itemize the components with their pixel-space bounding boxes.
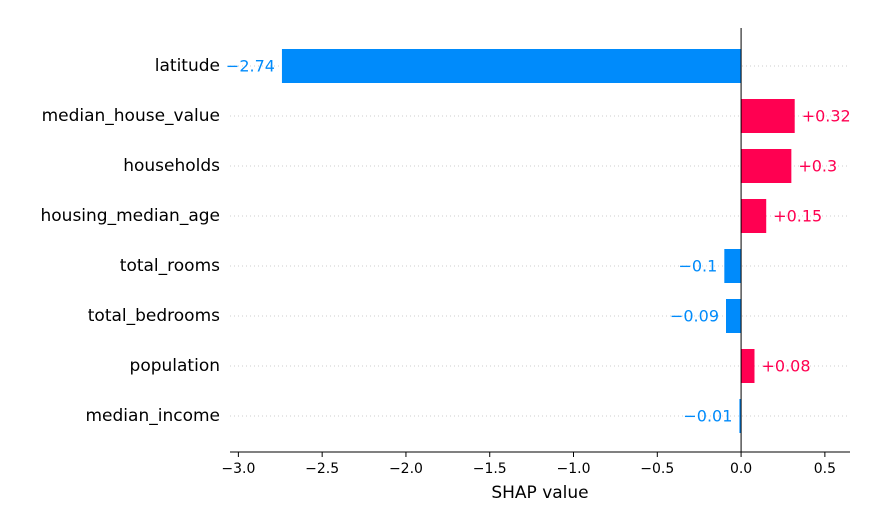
x-tick-label: −0.5 bbox=[640, 461, 674, 477]
value-label-median-income: −0.01 bbox=[683, 407, 732, 426]
bar-total-bedrooms bbox=[726, 299, 742, 333]
value-label-total-rooms: −0.1 bbox=[678, 257, 717, 276]
feature-label-latitude: latitude bbox=[155, 56, 220, 76]
feature-label-population: population bbox=[130, 356, 220, 376]
bar-median-income bbox=[739, 399, 742, 433]
bar-housing-median-age bbox=[741, 199, 767, 233]
value-label-households: +0.3 bbox=[798, 157, 837, 176]
bar-latitude bbox=[281, 49, 742, 83]
value-label-median-house-value: +0.32 bbox=[802, 107, 851, 126]
bar-population bbox=[741, 349, 755, 383]
x-tick-label: −2.0 bbox=[389, 461, 423, 477]
x-tick-label: 0.0 bbox=[730, 461, 752, 477]
value-label-total-bedrooms: −0.09 bbox=[670, 307, 719, 326]
bar-median-house-value bbox=[741, 99, 795, 133]
feature-label-housing-median-age: housing_median_age bbox=[41, 206, 221, 226]
x-tick-label: −1.0 bbox=[557, 461, 591, 477]
value-label-population: +0.08 bbox=[761, 357, 810, 376]
feature-label-median-house-value: median_house_value bbox=[42, 106, 220, 126]
feature-label-households: households bbox=[123, 156, 220, 176]
feature-label-total-bedrooms: total_bedrooms bbox=[88, 306, 220, 326]
x-tick-label: −1.5 bbox=[473, 461, 507, 477]
x-tick-label: −3.0 bbox=[221, 461, 255, 477]
value-label-latitude: −2.74 bbox=[226, 57, 275, 76]
x-axis-title: SHAP value bbox=[491, 483, 588, 503]
feature-label-total-rooms: total_rooms bbox=[120, 256, 220, 276]
feature-label-median-income: median_income bbox=[86, 406, 221, 426]
x-tick-label: 0.5 bbox=[814, 461, 836, 477]
x-tick-label: −2.5 bbox=[305, 461, 339, 477]
value-label-housing-median-age: +0.15 bbox=[773, 207, 822, 226]
bar-total-rooms bbox=[724, 249, 742, 283]
bar-households bbox=[741, 149, 792, 183]
